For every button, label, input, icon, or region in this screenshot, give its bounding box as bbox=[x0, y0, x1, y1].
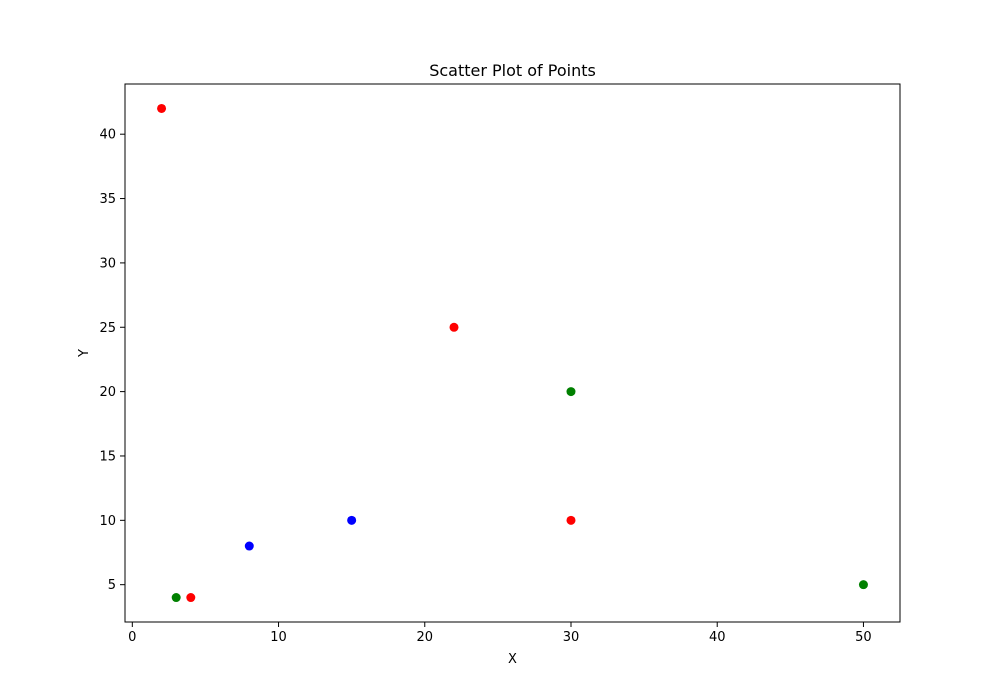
plot-frame bbox=[124, 83, 901, 623]
axes: 0 10 20 30 40 50 5 10 15 20 25 30 35 40 bbox=[99, 128, 871, 645]
y-tick-label: 30 bbox=[99, 256, 116, 271]
scatter-point bbox=[858, 580, 868, 590]
scatter-point bbox=[566, 387, 576, 397]
y-axis-label: Y bbox=[77, 349, 92, 358]
y-tick-label: 20 bbox=[99, 385, 116, 400]
data-points bbox=[157, 103, 868, 603]
x-tick-label: 30 bbox=[563, 630, 580, 645]
x-tick-label: 20 bbox=[416, 630, 433, 645]
y-tick-label: 25 bbox=[99, 321, 116, 336]
y-tick-label: 40 bbox=[99, 128, 116, 143]
scatter-point bbox=[347, 515, 357, 525]
scatter-point bbox=[244, 541, 254, 551]
y-tick-label: 10 bbox=[99, 514, 116, 529]
x-tick-label: 0 bbox=[128, 630, 136, 645]
scatter-point bbox=[186, 593, 196, 603]
scatter-point bbox=[171, 593, 181, 603]
x-tick-label: 50 bbox=[855, 630, 872, 645]
scatter-point bbox=[566, 515, 576, 525]
scatter-point bbox=[449, 322, 459, 332]
x-axis-label: X bbox=[508, 652, 517, 667]
chart-title: Scatter Plot of Points bbox=[429, 61, 596, 80]
scatter-point bbox=[157, 103, 167, 113]
x-tick-label: 40 bbox=[709, 630, 726, 645]
y-tick-label: 35 bbox=[99, 192, 116, 207]
y-tick-label: 15 bbox=[99, 449, 116, 464]
y-tick-label: 5 bbox=[108, 578, 116, 593]
x-tick-label: 10 bbox=[270, 630, 287, 645]
